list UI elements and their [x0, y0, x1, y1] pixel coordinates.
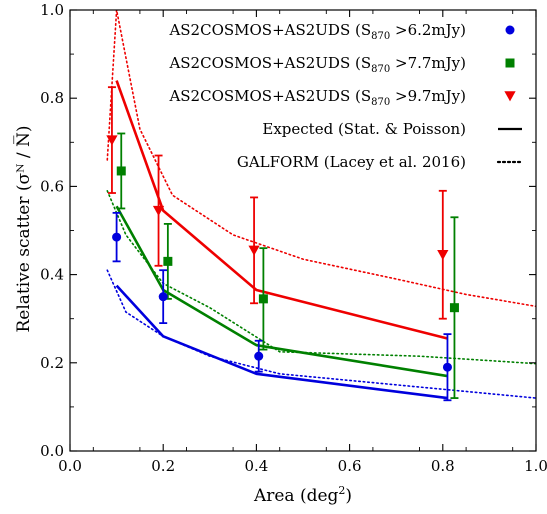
- data-point: [106, 135, 118, 146]
- data-point: [152, 205, 165, 216]
- x-tick-label: 0.4: [244, 457, 268, 475]
- y-tick-label: 0.2: [40, 354, 64, 372]
- data-point: [258, 294, 268, 304]
- axes-frame: [69, 9, 537, 452]
- legend-label: Expected (Stat. & Poisson): [262, 120, 466, 138]
- data-point: [163, 256, 173, 266]
- legend-label: AS2COSMOS+AS2UDS (S870 >7.7mJy): [168, 54, 466, 75]
- expected-line: [115, 284, 448, 400]
- data-point: [248, 245, 260, 256]
- legend-label: AS2COSMOS+AS2UDS (S870 >9.7mJy): [168, 87, 466, 108]
- y-tick-label: 0.6: [40, 177, 64, 195]
- y-tick-label: 0.0: [40, 442, 64, 460]
- data-point: [505, 25, 515, 35]
- legend-label: GALFORM (Lacey et al. 2016): [237, 153, 466, 171]
- x-tick-label: 0.6: [338, 457, 362, 475]
- x-tick-label: 1.0: [524, 457, 547, 475]
- data-point: [505, 58, 515, 68]
- axes: 0.0 0.2 0.4 0.6 0.8 1.0 0.0 0.2 0.4 0.6 0.8 1.0: [40, 1, 547, 475]
- expected-line: [115, 80, 448, 340]
- data-point: [116, 166, 126, 176]
- galform-line: [106, 269, 536, 399]
- expected-line: [115, 205, 448, 378]
- legend: AS2COSMOS+AS2UDS (S870 >6.2mJy) AS2COSMOS…: [168, 21, 524, 171]
- data-point: [442, 362, 452, 372]
- data-point: [112, 232, 122, 242]
- legend-label: AS2COSMOS+AS2UDS (S870 >6.2mJy): [168, 21, 466, 42]
- data-point: [254, 351, 264, 361]
- data-point: [437, 249, 449, 261]
- galform-line: [106, 190, 536, 365]
- y-axis-label: Relative scatter (σᴺ / N̅): [13, 125, 34, 332]
- x-axis-label: Area (deg2): [253, 484, 352, 506]
- y-tick-label: 0.4: [40, 266, 64, 284]
- data-point: [158, 292, 168, 302]
- y-tick-label: 0.8: [40, 89, 64, 107]
- y-tick-label: 1.0: [40, 1, 64, 19]
- x-tick-label: 0.8: [431, 457, 455, 475]
- expected-lines: [115, 80, 448, 400]
- data-markers: [106, 135, 459, 372]
- data-point: [504, 91, 516, 102]
- x-tick-label: 0.2: [151, 457, 175, 475]
- data-point: [449, 303, 459, 313]
- x-tick-label: 0.0: [58, 457, 82, 475]
